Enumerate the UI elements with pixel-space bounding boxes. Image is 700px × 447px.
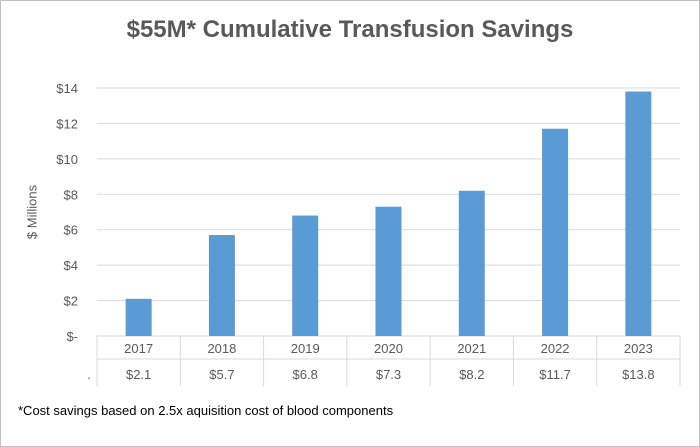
data-table-value: $8.2 (459, 367, 484, 382)
data-table-value: $13.8 (622, 367, 655, 382)
bar (208, 235, 235, 336)
bar (292, 215, 319, 336)
x-tick-label: 2020 (374, 341, 403, 356)
y-tick-label: $8 (64, 187, 78, 202)
bar (125, 298, 152, 336)
y-tick-label: $- (66, 329, 78, 344)
x-tick-label: 2019 (291, 341, 320, 356)
bar (542, 128, 569, 336)
y-tick-label: $12 (56, 116, 78, 131)
y-tick-label: $4 (64, 258, 78, 273)
data-table-value: $2.1 (126, 367, 151, 382)
data-table-marker: . (87, 367, 91, 382)
y-tick-label: $14 (56, 81, 78, 96)
bar (375, 206, 402, 336)
chart-title: $55M* Cumulative Transfusion Savings (126, 16, 574, 43)
y-tick-label: $6 (64, 223, 78, 238)
data-table-value: $6.8 (293, 367, 318, 382)
footnote: *Cost savings based on 2.5x aquisition c… (18, 403, 394, 418)
y-tick-label: $2 (64, 294, 78, 309)
data-table-value: $7.3 (376, 367, 401, 382)
x-tick-label: 2022 (541, 341, 570, 356)
y-tick-label: $10 (56, 152, 78, 167)
data-table-value: $11.7 (539, 367, 571, 382)
x-tick-label: 2017 (124, 341, 153, 356)
bar (625, 91, 652, 337)
x-tick-label: 2023 (624, 341, 653, 356)
bar (458, 190, 485, 336)
data-table-value: $5.7 (209, 367, 234, 382)
x-tick-label: 2018 (207, 341, 236, 356)
x-tick-label: 2021 (457, 341, 486, 356)
